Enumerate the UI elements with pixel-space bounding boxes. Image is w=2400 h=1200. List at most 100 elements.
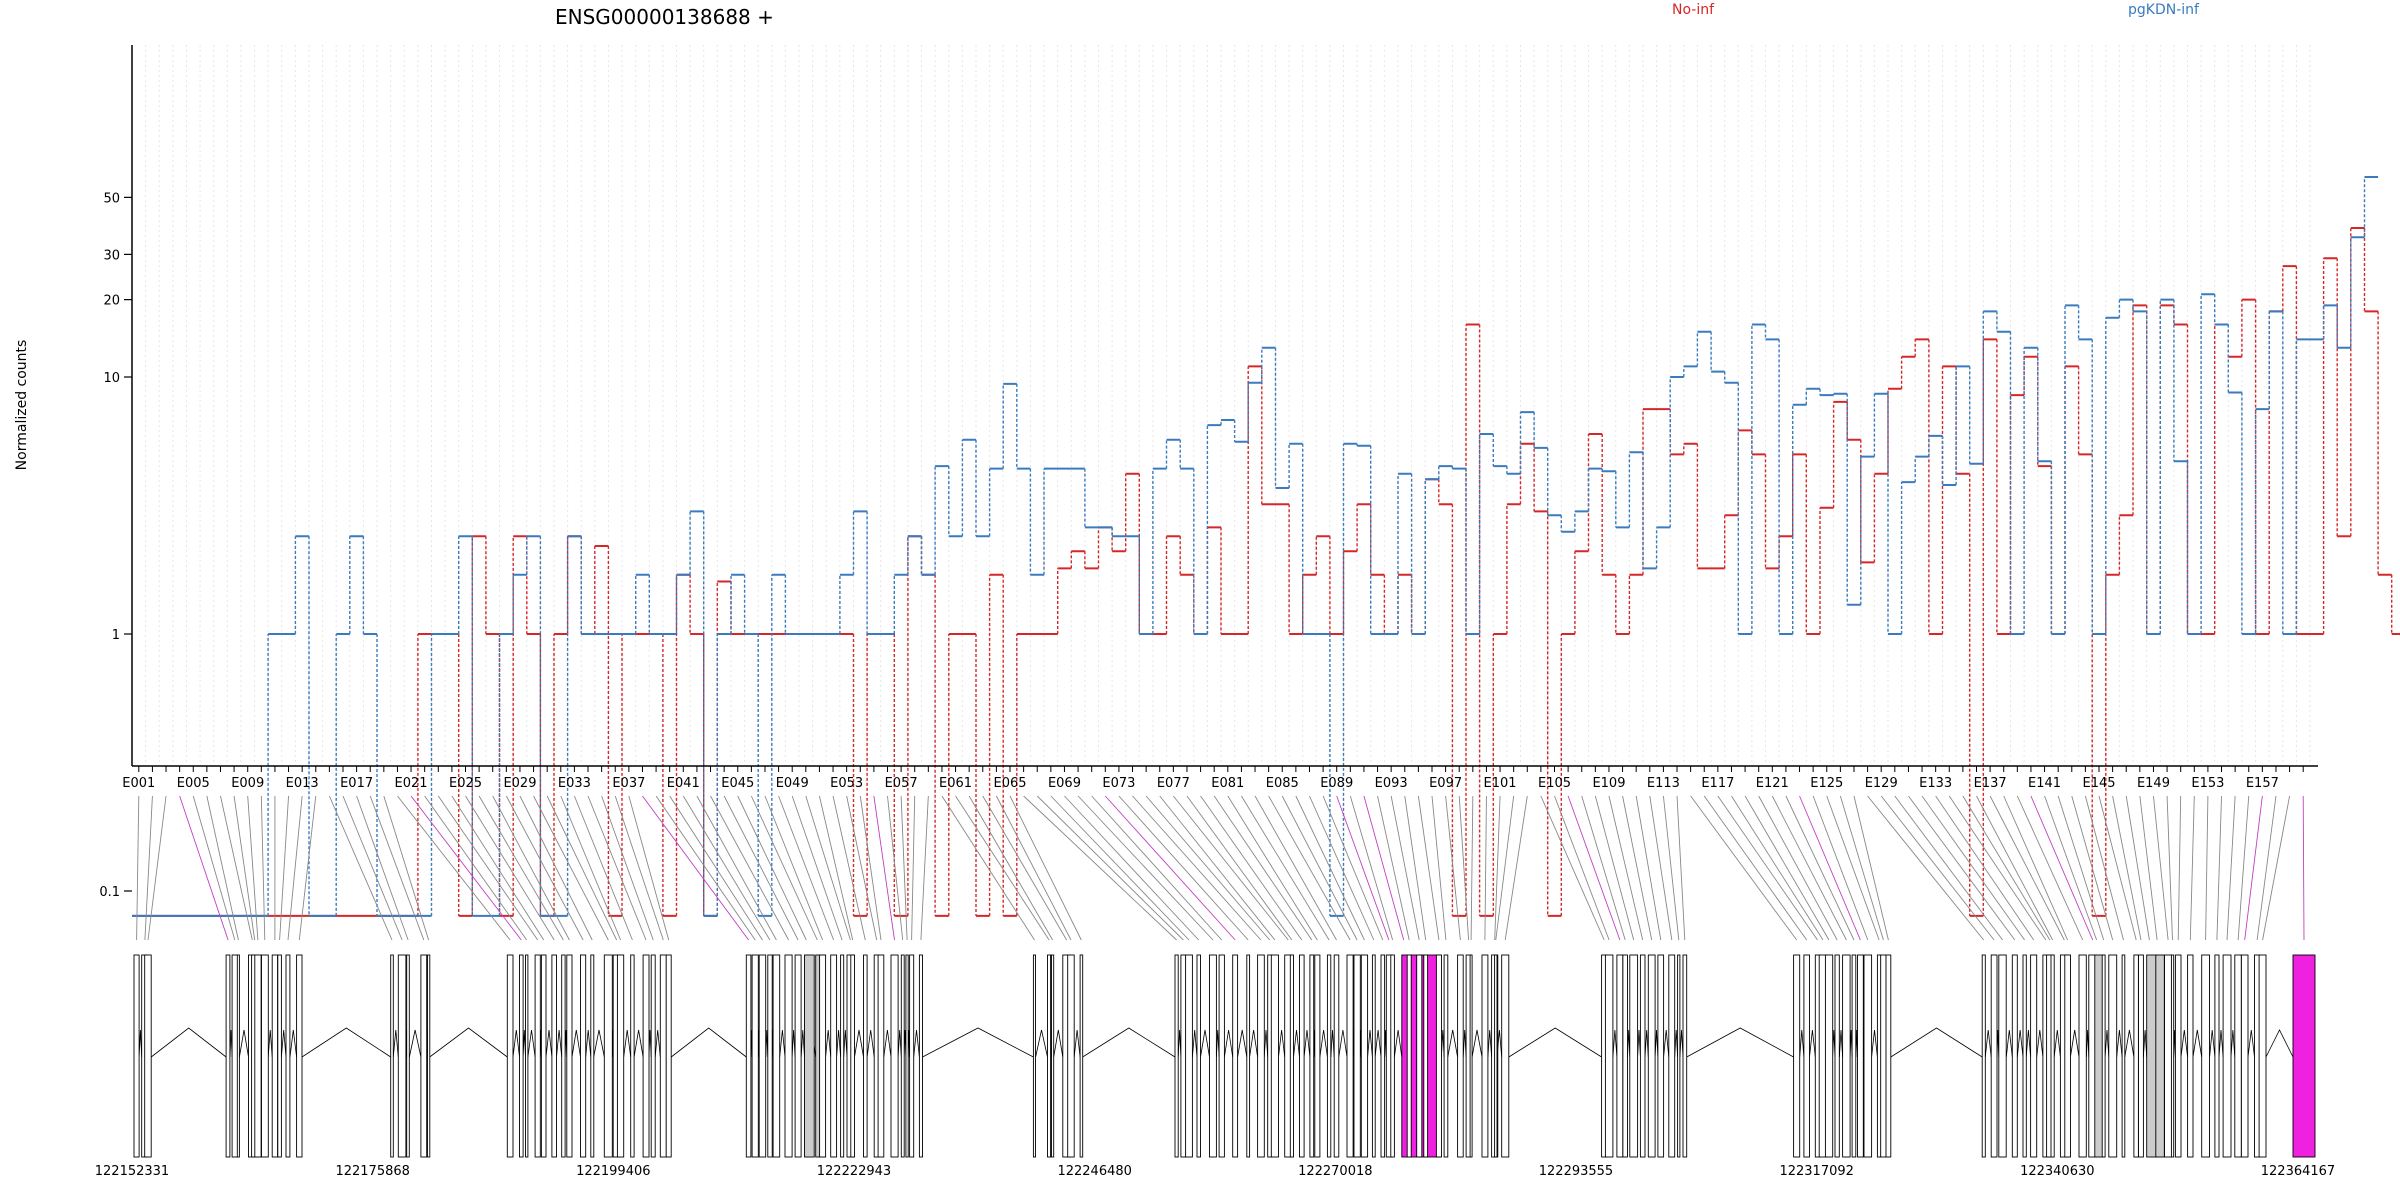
exon-block bbox=[2108, 954, 2118, 1158]
x-tick-label: E053 bbox=[830, 776, 863, 791]
y-tick-label: 50 bbox=[103, 191, 120, 206]
gene-model-track bbox=[133, 954, 2316, 1158]
exon-connector bbox=[1989, 795, 2065, 941]
y-tick-label: 0.1 bbox=[99, 885, 120, 900]
exon-connector bbox=[233, 795, 256, 941]
exon-block bbox=[1842, 954, 1851, 1158]
intron-line bbox=[2143, 1029, 2148, 1058]
intron-line bbox=[654, 1029, 661, 1058]
exon-connector bbox=[2189, 795, 2195, 941]
intron-line bbox=[2116, 1029, 2123, 1058]
exon-block bbox=[2011, 954, 2018, 1158]
exon-connector bbox=[1145, 795, 1271, 941]
exon-connector bbox=[1104, 795, 1236, 941]
intron-line bbox=[1330, 1029, 1335, 1058]
exon-connector bbox=[1268, 795, 1351, 941]
exon-connector bbox=[2216, 795, 2222, 941]
exon-connector bbox=[2003, 795, 2069, 941]
exon-block bbox=[1990, 954, 1998, 1158]
exon-block bbox=[580, 954, 587, 1158]
exon-connector bbox=[1690, 795, 1798, 941]
exon-connector bbox=[737, 795, 807, 941]
intron-line bbox=[2005, 1029, 2013, 1058]
x-tick-label: E045 bbox=[721, 776, 754, 791]
exon-block bbox=[616, 954, 625, 1158]
exon-connector bbox=[1322, 795, 1384, 941]
exon-connector bbox=[2166, 795, 2173, 941]
intron-line bbox=[1890, 1027, 1983, 1058]
exon-block bbox=[877, 954, 885, 1158]
exon-block bbox=[2101, 954, 2106, 1158]
exon-connector bbox=[1404, 795, 1427, 941]
intron-line bbox=[1508, 1027, 1602, 1058]
exon-block bbox=[1639, 954, 1646, 1158]
exon-block bbox=[1880, 954, 1887, 1158]
exon-block bbox=[1443, 954, 1449, 1158]
exon-block bbox=[804, 954, 815, 1158]
intron-line bbox=[1984, 1029, 1992, 1058]
exon-connector bbox=[1839, 795, 1884, 941]
exon-connector bbox=[192, 795, 236, 941]
exon-connector bbox=[206, 795, 239, 941]
exon-connector bbox=[287, 795, 303, 941]
intron-line bbox=[2036, 1029, 2044, 1058]
x-tick-label: E093 bbox=[1375, 776, 1408, 791]
x-tick-label: E069 bbox=[1048, 776, 1081, 791]
x-tick-label: E153 bbox=[2191, 776, 2224, 791]
intron-line bbox=[301, 1027, 391, 1058]
x-tick-label: E037 bbox=[612, 776, 645, 791]
exon-block bbox=[1616, 954, 1624, 1158]
exon-connector bbox=[2098, 795, 2137, 941]
exon-block bbox=[1803, 954, 1810, 1158]
exon-connector bbox=[2139, 795, 2158, 941]
exon-connector bbox=[298, 795, 317, 941]
exon-connector bbox=[1554, 795, 1610, 941]
intron-line bbox=[2124, 1029, 2135, 1058]
exon-connector bbox=[1200, 795, 1303, 941]
exon-connector bbox=[410, 795, 522, 941]
exon-block bbox=[1851, 954, 1857, 1158]
exon-connector bbox=[1744, 795, 1830, 941]
intron-line bbox=[843, 1029, 848, 1058]
intron-line bbox=[1303, 1029, 1311, 1058]
exon-block bbox=[540, 954, 547, 1158]
x-tick-label: E141 bbox=[2028, 776, 2061, 791]
exon-connector bbox=[2262, 795, 2291, 941]
exon-block bbox=[1333, 954, 1340, 1158]
exon-block bbox=[1314, 954, 1321, 1158]
intron-line bbox=[922, 1027, 1034, 1058]
exon-connector bbox=[1758, 795, 1838, 941]
intron-line bbox=[1319, 1029, 1328, 1058]
exon-connector bbox=[750, 795, 818, 941]
intron-line bbox=[1487, 1029, 1492, 1058]
exon-block bbox=[2133, 954, 2139, 1158]
exon-block bbox=[236, 954, 240, 1158]
x-tick-label: E101 bbox=[1484, 776, 1517, 791]
x-tick-label: E121 bbox=[1756, 776, 1789, 791]
exon-block bbox=[2187, 954, 2194, 1158]
x-tick-label: E097 bbox=[1429, 776, 1462, 791]
exon-block bbox=[133, 954, 140, 1158]
x-tick-label: E029 bbox=[503, 776, 536, 791]
exon-block bbox=[900, 954, 905, 1158]
x-tick-label: E105 bbox=[1538, 776, 1571, 791]
x-tick-label: E157 bbox=[2246, 776, 2279, 791]
x-tick-label: E013 bbox=[286, 776, 319, 791]
exon-connector bbox=[1812, 795, 1869, 941]
intron-line bbox=[150, 1027, 227, 1058]
intron-line bbox=[1237, 1029, 1248, 1058]
exon-connector bbox=[2071, 795, 2114, 941]
exon-block bbox=[890, 954, 899, 1158]
exon-block bbox=[2292, 954, 2316, 1158]
intron-line bbox=[2265, 1029, 2294, 1058]
intron-line bbox=[1200, 1029, 1210, 1058]
series-layer bbox=[132, 176, 2400, 917]
intron-line bbox=[571, 1029, 581, 1058]
exon-block bbox=[2240, 954, 2249, 1158]
exon-block bbox=[254, 954, 262, 1158]
exon-block bbox=[1051, 954, 1055, 1158]
exon-connector bbox=[1908, 795, 2016, 941]
chart-title: ENSG00000138688 + bbox=[555, 5, 774, 29]
exon-connector bbox=[1731, 795, 1824, 941]
exon-block bbox=[830, 954, 838, 1158]
